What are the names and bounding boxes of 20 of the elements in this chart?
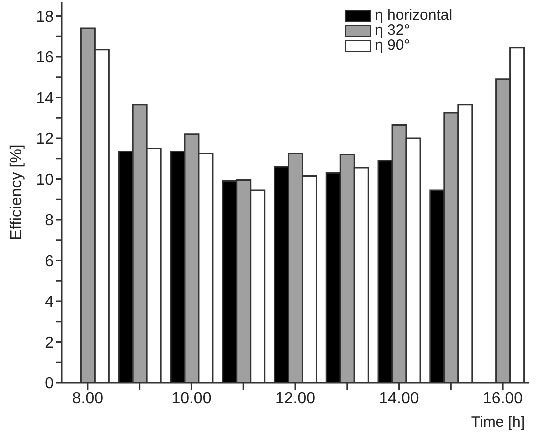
x-tick-label: 10.00 — [172, 390, 212, 408]
x-tick-label: 16.00 — [483, 390, 524, 408]
y-tick-label: 0 — [45, 376, 54, 393]
y-tick-label: 2 — [45, 334, 54, 352]
legend-label: η horizontal — [375, 7, 453, 24]
x-tick-label: 12.00 — [275, 390, 316, 408]
y-tick-label: 16 — [36, 50, 54, 67]
y-tick-label: 10 — [36, 172, 54, 189]
y-tick-label: 18 — [36, 8, 54, 26]
y-tick-label: 6 — [45, 253, 54, 270]
y-tick-label: 12 — [36, 131, 54, 148]
x-axis-title: Time [h] — [471, 414, 525, 431]
y-tick-label: 4 — [45, 294, 54, 312]
y-axis-title: Efficiency [%] — [8, 144, 26, 240]
y-tick-label: 8 — [45, 212, 54, 230]
x-tick-label: 14.00 — [379, 390, 420, 408]
y-tick-label: 14 — [36, 90, 54, 108]
legend-label: η 32° — [375, 22, 410, 39]
x-tick-label: 8.00 — [72, 390, 104, 408]
legend-label: η 90° — [375, 37, 410, 54]
